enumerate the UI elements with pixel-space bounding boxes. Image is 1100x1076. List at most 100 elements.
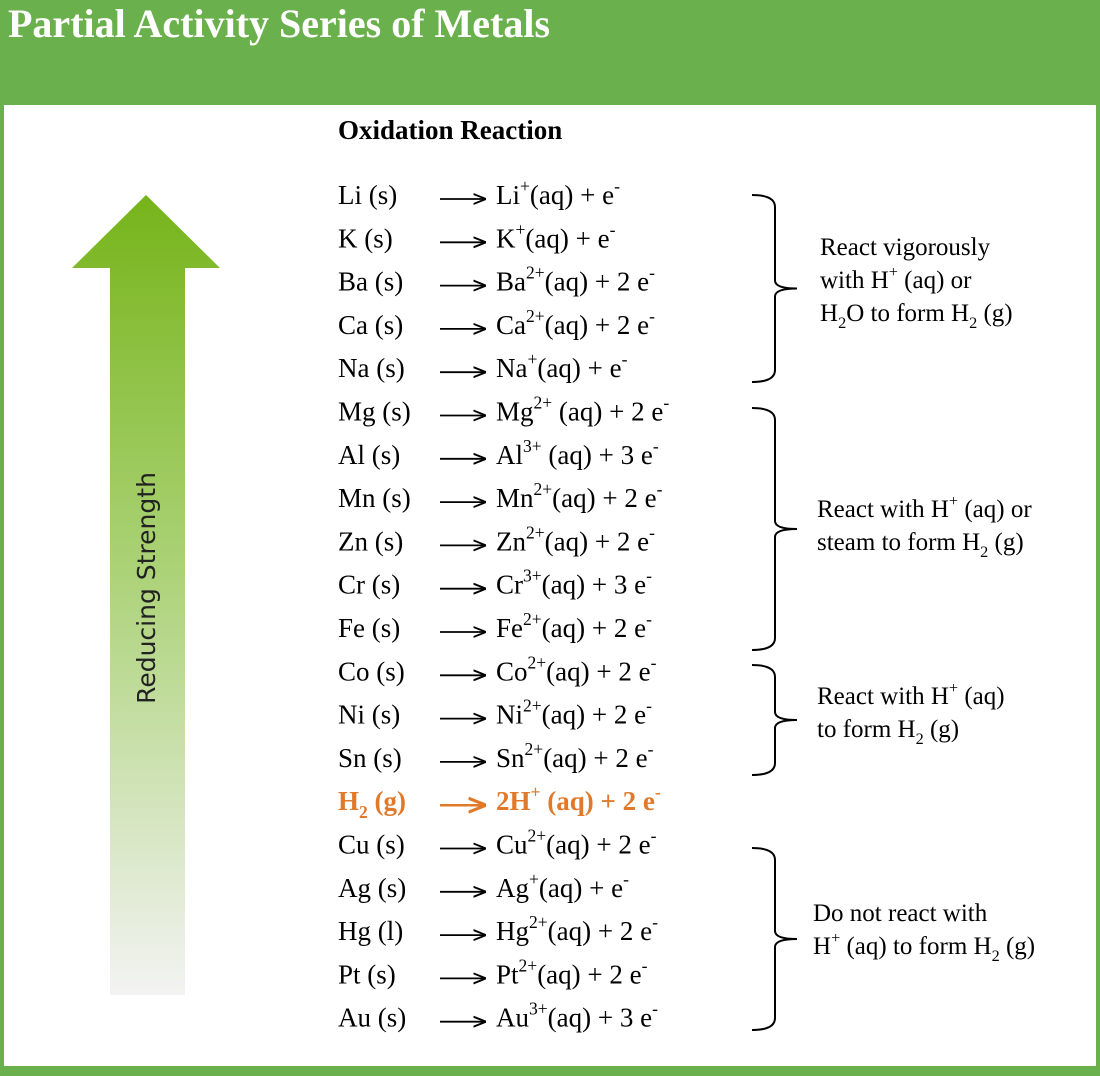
text-run: Co (s)	[338, 657, 405, 687]
text-run: (aq) + e	[537, 353, 621, 383]
reactant: Fe (s)	[338, 613, 400, 643]
reactant: Al (s)	[338, 440, 400, 470]
superscript: 2+	[526, 522, 545, 542]
superscript: 2+	[528, 826, 547, 846]
superscript: 2+	[523, 696, 542, 716]
superscript: 2+	[534, 393, 553, 413]
product: Na+(aq) + e-	[496, 349, 628, 383]
group-label: H+ (aq) to form H2 (g)	[813, 929, 1035, 965]
text-run: Ba	[496, 267, 526, 297]
text-run: Au	[496, 1003, 529, 1033]
subscript: 2	[359, 802, 368, 822]
reactant: Ni (s)	[338, 700, 400, 730]
superscript: 2+	[529, 912, 548, 932]
reactant: H2 (g)	[338, 786, 406, 822]
product: K+(aq) + e-	[496, 219, 616, 253]
bracket	[751, 407, 798, 651]
product: Pt2+(aq) + 2 e-	[496, 955, 648, 989]
superscript: +	[949, 492, 958, 510]
text-run: K	[496, 224, 516, 254]
text-run: Li	[496, 180, 520, 210]
reactions: Li (s) Li+(aq) + e-K (s) K+(aq) + e-Ba (s)…	[338, 176, 669, 1033]
reactant: Ag (s)	[338, 873, 406, 903]
text-run: (aq) + 2 e	[552, 483, 656, 513]
group-label: steam to form H2 (g)	[817, 529, 1024, 561]
text-run: Na (s)	[338, 353, 405, 383]
superscript: -	[610, 219, 616, 239]
superscript: 3+	[523, 436, 542, 456]
product: Hg2+(aq) + 2 e-	[496, 912, 658, 946]
text-run: H	[338, 786, 359, 816]
reactant: Na (s)	[338, 353, 405, 383]
subscript: 2	[992, 947, 1000, 965]
text-run: (aq) + 3 e	[542, 440, 653, 470]
superscript: -	[622, 349, 628, 369]
text-run: (aq) + e	[539, 873, 623, 903]
text-run: Hg (l)	[338, 916, 403, 946]
reactant: Ca (s)	[338, 310, 403, 340]
text-run: K (s)	[338, 224, 393, 254]
superscript: +	[831, 929, 840, 947]
text-run: Ba (s)	[338, 267, 403, 297]
text-run: Hg	[496, 916, 529, 946]
text-run: to form H	[817, 716, 916, 743]
bracket	[751, 664, 798, 776]
text-run: Cr (s)	[338, 570, 400, 600]
superscript: -	[648, 739, 654, 759]
text-run: (aq) or	[958, 496, 1032, 523]
reactant: Au (s)	[338, 1003, 406, 1033]
group-label: React vigorously	[820, 234, 991, 261]
product: Cu2+(aq) + 2 e-	[496, 826, 657, 860]
text-run: Mn	[496, 483, 534, 513]
product: Mn2+(aq) + 2 e-	[496, 479, 663, 513]
subscript: 2	[916, 730, 924, 748]
text-run: (aq) + 2 e	[542, 700, 646, 730]
bracket	[751, 194, 798, 383]
superscript: 3+	[523, 566, 542, 586]
text-run: Cr	[496, 570, 523, 600]
superscript: -	[663, 393, 669, 413]
superscript: +	[949, 679, 958, 697]
superscript: +	[889, 263, 898, 281]
product: Ca2+(aq) + 2 e-	[496, 306, 655, 340]
text-run: (aq) + 2 e	[537, 960, 641, 990]
product: Fe2+(aq) + 2 e-	[496, 609, 652, 643]
text-run: (aq) + 2 e	[545, 267, 649, 297]
text-run: Ni	[496, 700, 523, 730]
reactant: Cr (s)	[338, 570, 400, 600]
text-run: (aq) + 2 e	[548, 916, 652, 946]
text-run: (aq)	[958, 683, 1005, 710]
superscript: 2+	[528, 652, 547, 672]
text-run: Al (s)	[338, 440, 400, 470]
text-run: (aq) + e	[530, 180, 614, 210]
reactant: Pt (s)	[338, 960, 396, 990]
text-run: Mn (s)	[338, 483, 411, 513]
product: Sn2+(aq) + 2 e-	[496, 739, 654, 773]
text-run: (aq) + 2 e	[542, 613, 646, 643]
superscript: -	[642, 955, 648, 975]
superscript: -	[652, 912, 658, 932]
group-label: with H+ (aq) or	[820, 263, 972, 294]
superscript: 2+	[534, 479, 553, 499]
superscript: -	[646, 696, 652, 716]
reactant: Hg (l)	[338, 916, 403, 946]
product: Ni2+(aq) + 2 e-	[496, 696, 652, 730]
text-run: Zn (s)	[338, 527, 403, 557]
product: 2H+ (aq) + 2 e-	[496, 782, 661, 816]
reactant: Mn (s)	[338, 483, 411, 513]
text-run: (aq) + 2 e	[541, 786, 655, 816]
superscript: 3+	[529, 999, 548, 1019]
product: Cr3+(aq) + 3 e-	[496, 566, 652, 600]
product: Ag+(aq) + e-	[496, 869, 629, 903]
text-run: Fe (s)	[338, 613, 400, 643]
text-run: (aq) + 2 e	[552, 397, 663, 427]
superscript: -	[614, 176, 620, 196]
text-run: Fe	[496, 613, 523, 643]
superscript: -	[651, 826, 657, 846]
text-run: Ag (s)	[338, 873, 406, 903]
superscript: 2+	[526, 306, 545, 326]
header-bar	[0, 0, 1100, 105]
reactant: Cu (s)	[338, 830, 405, 860]
superscript: -	[646, 609, 652, 629]
